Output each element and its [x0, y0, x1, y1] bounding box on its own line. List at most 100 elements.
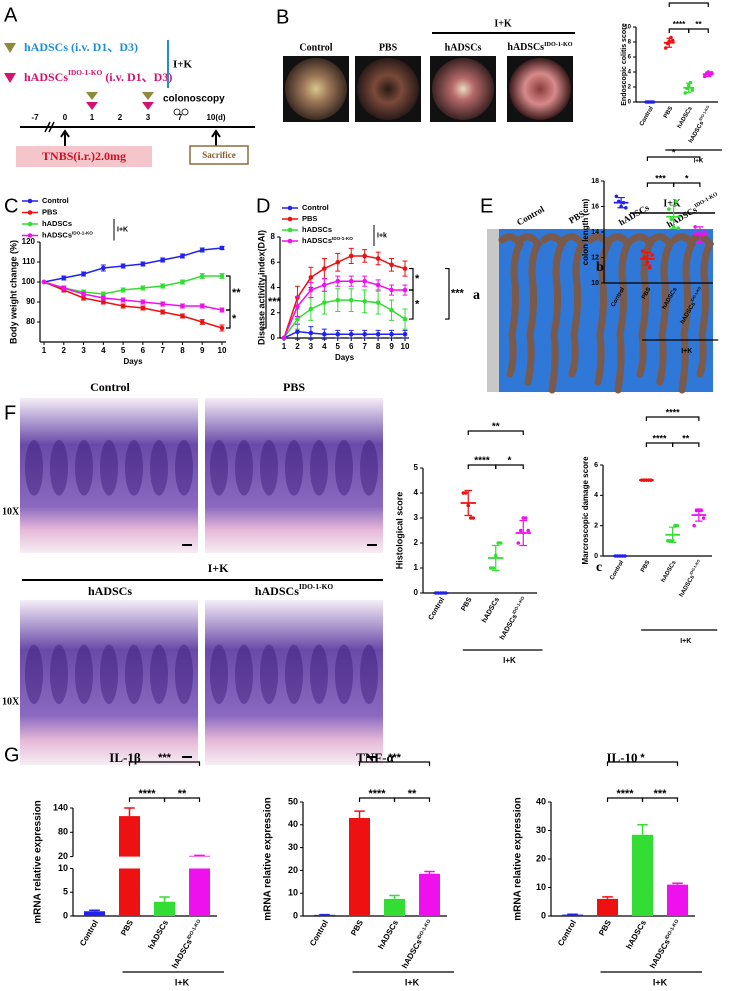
group-label: I+K	[503, 656, 516, 665]
y-axis-title: mRNA relative expression	[33, 800, 44, 924]
data-point	[471, 516, 476, 520]
significance-label: *	[685, 173, 689, 183]
photo	[357, 58, 419, 120]
data-point	[675, 523, 680, 528]
y-tick-label: 20	[288, 865, 298, 875]
y-axis-title: mRNA relative expression	[513, 797, 524, 921]
significance-label: ***	[451, 288, 465, 300]
y-tick-label: 90	[26, 297, 35, 306]
crypt	[25, 439, 43, 496]
point	[295, 316, 300, 322]
superscript: IDO-1-KO	[664, 918, 680, 940]
point	[308, 306, 314, 312]
y-tick-label: 14	[591, 229, 599, 236]
bar	[119, 868, 140, 916]
significance-bracket	[673, 182, 701, 187]
significance-label: *	[415, 273, 420, 285]
legend-marker	[27, 233, 33, 238]
photo-label: hADSCs	[445, 42, 482, 53]
crypt	[75, 644, 93, 704]
significance-label: *	[672, 147, 676, 157]
y-tick-label: 10	[536, 882, 546, 892]
chart: 0 2 4 6 Marcroscopic damage score c Control PBS…	[581, 407, 718, 645]
point	[335, 331, 341, 337]
significance-label: ***	[654, 788, 668, 800]
x-tick-label: 1	[282, 342, 287, 351]
significance-bracket	[668, 28, 690, 33]
bar	[189, 855, 210, 857]
significance-label: ***	[684, 0, 694, 3]
crypt	[235, 644, 253, 704]
treatment-marker	[4, 43, 16, 53]
point	[362, 331, 367, 337]
x-tick-label: hADSCsIDO-1-KO	[170, 918, 205, 970]
colon	[670, 233, 697, 394]
significance-label: **	[695, 20, 702, 29]
y-tick-label: 40	[536, 796, 546, 806]
treatment-marker	[4, 73, 16, 83]
legend-label: hADSCsIDO-1-KO	[302, 236, 353, 245]
significance-bracket	[163, 797, 201, 802]
induction-label: TNBS(i.r.)2.0mg	[42, 149, 126, 163]
y-axis-title: Marcroscopic damage score	[581, 456, 590, 565]
point	[335, 259, 341, 265]
group-label: I+K	[681, 348, 692, 355]
error-bar	[159, 896, 170, 902]
treatment-label: hADSCsIDO-1-KO (i.v. D1、D3)	[24, 68, 172, 84]
data-point	[526, 528, 530, 533]
endpoint-box	[189, 145, 249, 165]
y-tick-label: 2	[414, 538, 419, 547]
error-bar	[602, 896, 613, 899]
significance-bracket	[495, 464, 524, 469]
crypt	[360, 644, 378, 704]
data-point	[516, 541, 521, 545]
significance-label: **	[408, 788, 417, 800]
data-point	[674, 199, 678, 204]
icon	[173, 108, 181, 116]
x-tick-label: 10	[218, 346, 227, 355]
endoscopy-photos: Control PBS hADSCs hADSCsIDO-1-KO I+K	[283, 18, 575, 122]
chart: 0 5 10 20 80 140 mRNA relative expression IL-1β…	[33, 750, 224, 987]
panel-letter: D	[256, 195, 270, 217]
data-point	[491, 566, 496, 570]
y-tick-label: 80	[58, 827, 68, 837]
point	[160, 309, 165, 315]
day-label: 0	[63, 113, 68, 122]
x-tick-label: 2	[295, 342, 300, 351]
x-tick-label: hADSCs	[481, 596, 501, 624]
point	[335, 297, 341, 303]
group-label: I+K	[494, 18, 512, 29]
bar	[314, 914, 335, 916]
x-tick-label: hADSCs	[661, 559, 679, 583]
point	[160, 301, 165, 307]
series-line	[43, 281, 223, 329]
data-point	[650, 253, 654, 257]
micrograph	[20, 600, 198, 765]
micrograph	[205, 600, 383, 765]
point	[402, 287, 408, 293]
error-bar	[389, 894, 400, 899]
x-tick-label: 7	[362, 342, 367, 351]
sub-label: a	[473, 288, 480, 303]
x-tick-label: hADSCsIDO-1-KO	[648, 918, 683, 970]
arrow	[60, 129, 70, 146]
significance-label: **	[682, 433, 690, 443]
superscript: IDO-1-KO	[416, 918, 432, 940]
superscript: IDO-1-KO	[698, 105, 710, 122]
series-line	[43, 275, 222, 295]
significance-bracket	[641, 797, 679, 802]
y-tick-label: 40	[288, 819, 298, 829]
x-tick-label: 9	[389, 342, 394, 351]
point	[199, 303, 205, 309]
x-tick-label: PBS	[640, 560, 651, 574]
crypt	[335, 439, 353, 496]
crypt	[210, 644, 228, 704]
point	[362, 253, 367, 259]
significance-label: ****	[474, 456, 490, 467]
data-point	[690, 88, 695, 92]
significance-label: ****	[652, 433, 667, 443]
significance-bracket	[688, 28, 709, 33]
panel-letter: G	[4, 744, 20, 766]
significance-label: *	[415, 298, 420, 310]
point	[402, 316, 408, 322]
